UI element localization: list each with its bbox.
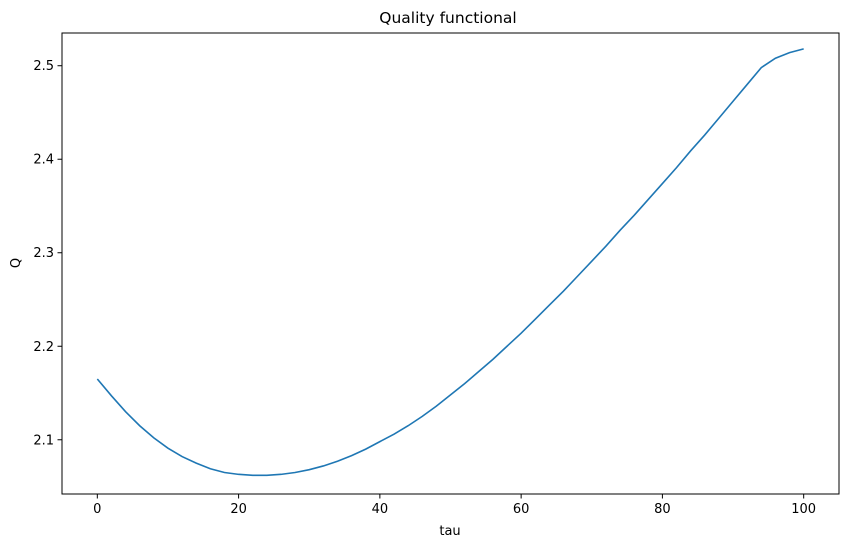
x-tick-label: 60 [513,502,530,517]
y-tick-label: 2.5 [33,59,54,74]
x-tick-label: 100 [791,502,816,517]
chart-title: Quality functional [379,9,516,27]
x-tick-label: 80 [654,502,671,517]
x-axis-ticks: 0 20 40 60 80 100 [93,494,816,517]
y-axis-label: Q [9,258,24,268]
x-tick-label: 20 [230,502,247,517]
x-tick-label: 0 [93,502,101,517]
x-tick-label: 40 [372,502,389,517]
x-axis-label: tau [439,524,460,539]
series-line [96,48,804,477]
plot-area-frame [61,32,840,495]
y-tick-label: 2.3 [33,246,54,261]
y-tick-label: 2.2 [33,340,54,355]
y-tick-label: 2.4 [33,153,54,168]
y-tick-label: 2.1 [33,433,54,448]
y-axis-ticks: 2.1 2.2 2.3 2.4 2.5 [33,59,62,448]
